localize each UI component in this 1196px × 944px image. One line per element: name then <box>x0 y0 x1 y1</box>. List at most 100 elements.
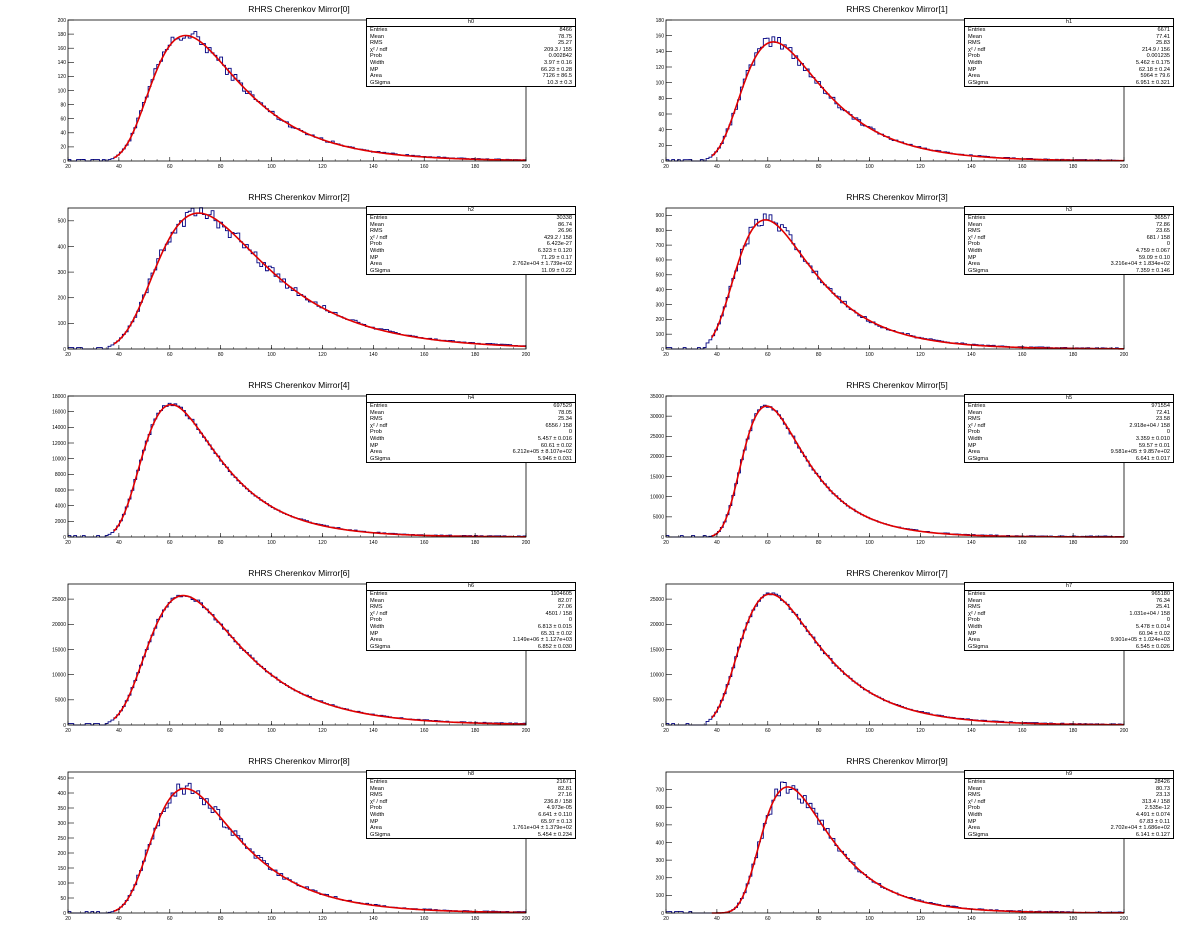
y-tick-label: 100 <box>58 881 67 887</box>
x-tick-label: 60 <box>765 916 771 922</box>
stats-value: 5.478 ± 0.014 <box>1135 623 1170 630</box>
stats-key: Area <box>370 449 382 456</box>
stats-key: Prob <box>968 617 980 624</box>
stats-row: Entries 1104605 <box>367 591 575 598</box>
stats-key: GSigma <box>370 79 391 86</box>
y-tick-label: 10000 <box>650 495 664 501</box>
stats-row: χ² / ndf 4501 / 158 <box>367 611 575 618</box>
stats-key: Entries <box>968 27 986 33</box>
stats-row: MP 65.97 ± 0.13 <box>367 819 575 826</box>
stats-value: 3.216e+04 ± 1.834e+02 <box>1110 261 1170 268</box>
stats-value: 697529 <box>553 403 572 409</box>
stats-value: 2.702e+04 ± 1.686e+02 <box>1110 825 1170 832</box>
stats-row: RMS 25.41 <box>965 604 1173 611</box>
x-tick-label: 100 <box>267 540 276 546</box>
stats-row: Mean 82.81 <box>367 786 575 793</box>
stats-value: 4.973e-05 <box>546 805 572 812</box>
x-tick-label: 180 <box>1069 540 1078 546</box>
y-tick-label: 0 <box>63 159 66 165</box>
stats-value: 1104605 <box>550 591 572 597</box>
stats-key: GSigma <box>968 79 989 86</box>
x-tick-label: 140 <box>967 540 976 546</box>
stats-value: 6.212e+05 ± 8.107e+02 <box>512 449 572 456</box>
stats-row: Mean 72.86 <box>965 222 1173 229</box>
y-tick-label: 300 <box>58 821 67 827</box>
x-tick-label: 120 <box>318 728 327 734</box>
y-tick-label: 180 <box>656 18 665 24</box>
plot-area: 20 40 60 80 100 120 140 160 180 200 0 5000 10000 1500… <box>650 394 1128 546</box>
stats-key: Mean <box>968 785 982 792</box>
stats-row: MP 59.09 ± 0.10 <box>965 255 1173 262</box>
stats-row: χ² / ndf 429.2 / 158 <box>367 235 575 242</box>
stats-box: h0 Entries 8466 Mean 78.75 RMS 25.27 χ² / ndf 20… <box>366 18 576 88</box>
stats-key: MP <box>968 66 977 73</box>
stats-row: RMS 25.83 <box>965 40 1173 47</box>
stats-row: Entries 6671 <box>965 27 1173 34</box>
y-tick-label: 2000 <box>55 519 66 525</box>
stats-row: GSigma 6.951 ± 0.321 <box>965 80 1173 87</box>
stats-value: 9.901e+05 ± 1.024e+03 <box>1110 637 1170 644</box>
stats-value: 82.07 <box>558 597 572 604</box>
stats-key: RMS <box>370 416 383 423</box>
stats-row: GSigma 5.454 ± 0.234 <box>367 832 575 839</box>
y-tick-label: 5000 <box>653 698 664 704</box>
y-tick-label: 160 <box>58 46 67 52</box>
fit-curve <box>711 41 1125 162</box>
stats-key: Entries <box>370 591 388 597</box>
stats-value: 7.359 ± 0.146 <box>1135 267 1170 274</box>
stats-key: Prob <box>968 241 980 248</box>
y-tick-label: 400 <box>656 840 665 846</box>
stats-key: Entries <box>968 591 986 597</box>
stats-value: 62.18 ± 0.24 <box>1138 66 1170 73</box>
stats-value: 0.001235 <box>1146 53 1170 60</box>
x-tick-label: 60 <box>765 352 771 358</box>
stats-key: Width <box>968 811 983 818</box>
y-tick-label: 100 <box>58 321 67 327</box>
x-tick-label: 200 <box>1120 916 1129 922</box>
x-tick-label: 80 <box>816 540 822 546</box>
stats-row: Mean 78.75 <box>367 34 575 41</box>
x-tick-label: 140 <box>967 916 976 922</box>
y-tick-label: 100 <box>656 80 665 86</box>
stats-key: MP <box>968 630 977 637</box>
stats-row: Prob 0 <box>965 241 1173 248</box>
stats-key: Width <box>370 59 385 66</box>
stats-row: Area 7126 ± 86.5 <box>367 73 575 80</box>
stats-value: 313.4 / 158 <box>1142 798 1170 805</box>
stats-value: 0 <box>1166 241 1170 248</box>
x-tick-label: 140 <box>369 164 378 170</box>
x-tick-label: 80 <box>816 728 822 734</box>
stats-row: RMS 26.96 <box>367 228 575 235</box>
stats-row: χ² / ndf 2.918e+04 / 158 <box>965 423 1173 430</box>
chart-title: RHRS Cherenkov Mirror[7] <box>846 568 948 578</box>
stats-key: Area <box>370 637 382 644</box>
x-tick-label: 20 <box>65 540 71 546</box>
x-tick-label: 80 <box>218 352 224 358</box>
stats-box: h5 Entries 971554 Mean 72.41 RMS 23.58 χ² / ndf… <box>964 394 1174 464</box>
stats-value: 25.27 <box>558 40 572 47</box>
x-tick-label: 120 <box>916 728 925 734</box>
stats-key: RMS <box>968 228 981 235</box>
y-tick-label: 60 <box>658 112 664 118</box>
stats-key: Entries <box>968 215 986 221</box>
x-tick-label: 40 <box>116 352 122 358</box>
stats-hist-name: h6 <box>367 583 575 591</box>
x-tick-label: 60 <box>765 540 771 546</box>
chart-pad-6: RHRS Cherenkov Mirror[6] 20 40 60 80 100 120 14… <box>0 564 598 752</box>
stats-value: 6.813 ± 0.015 <box>537 623 572 630</box>
x-tick-label: 40 <box>714 164 720 170</box>
chart-pad-8: RHRS Cherenkov Mirror[8] 20 40 60 80 100 120 14… <box>0 752 598 940</box>
stats-value: 11.09 ± 0.22 <box>541 267 572 274</box>
plot-area: 20 40 60 80 100 120 140 160 180 20002000400060008… <box>52 394 530 546</box>
y-tick-label: 400 <box>656 287 665 293</box>
stats-value: 7126 ± 86.5 <box>542 73 572 80</box>
stats-row: Mean 82.07 <box>367 598 575 605</box>
stats-key: Width <box>968 435 983 442</box>
y-tick-label: 10000 <box>52 456 66 462</box>
stats-key: Mean <box>370 597 384 604</box>
y-tick-label: 20000 <box>52 622 66 628</box>
stats-value: 65.97 ± 0.13 <box>540 818 572 825</box>
stats-row: Prob 0 <box>367 617 575 624</box>
y-tick-label: 500 <box>656 273 665 279</box>
stats-value: 6.641 ± 0.110 <box>538 811 572 818</box>
